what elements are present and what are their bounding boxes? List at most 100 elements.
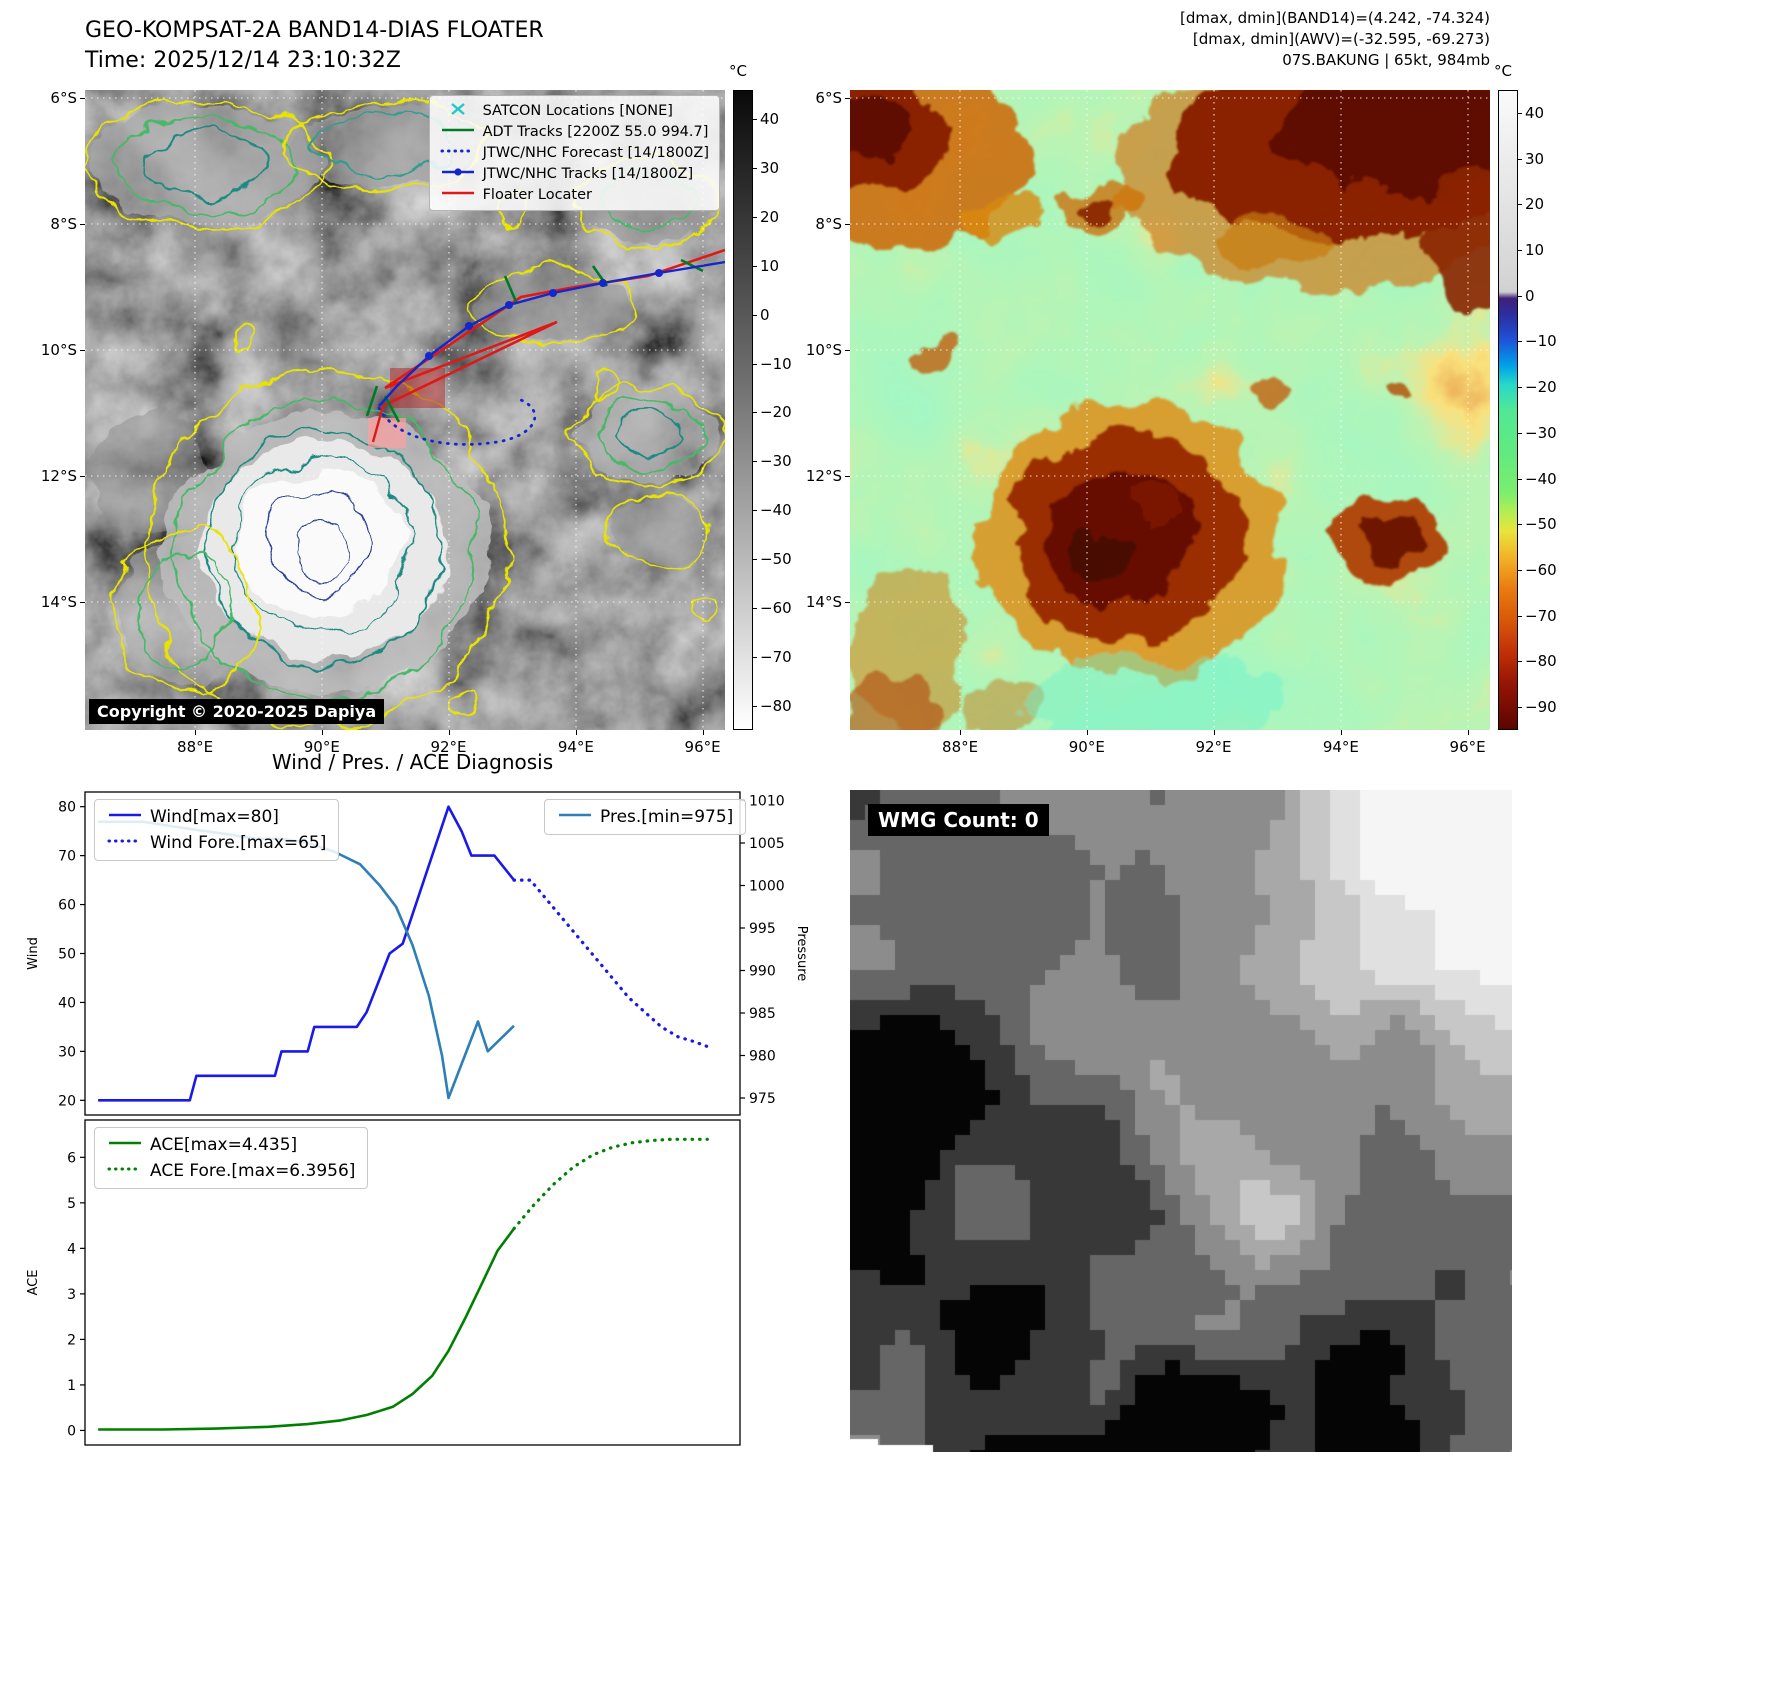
y-tick-mark [845, 602, 850, 603]
legend-row: Wind[max=80] [107, 807, 326, 827]
y-tick-label: 6 [67, 1150, 76, 1166]
colorbar-tick-label: 30 [760, 159, 780, 178]
x-tick-mark [1340, 730, 1342, 735]
y-tick-label: 3 [67, 1287, 76, 1303]
x-tick-mark [1086, 730, 1088, 735]
y-tick-mark [845, 223, 850, 225]
cyan-x-icon [440, 102, 476, 120]
colorbar-tick-mark [1518, 570, 1522, 571]
x-tick-label: 90°E [1068, 738, 1105, 756]
colorbar-tick-label: 0 [1525, 286, 1535, 305]
colorbar-tick-mark [1518, 707, 1522, 709]
y-tick-label: 14°S [40, 593, 77, 611]
series-forecast [512, 1137, 709, 1231]
solid-line-icon [557, 807, 593, 827]
x-tick-label: 92°E [430, 738, 467, 756]
y-tick-label: 8°S [50, 214, 77, 233]
legend-label: Floater Locater [482, 187, 593, 203]
x-tick-label: 88°E [177, 738, 214, 756]
legend-row: Wind Fore.[max=65] [107, 833, 326, 853]
colorbar-tick-label: −10 [1525, 332, 1557, 351]
colorbar-tick-mark [753, 314, 757, 316]
colorbar-tick-mark [753, 656, 757, 658]
colorbar-tick-label: 20 [1525, 195, 1545, 214]
y2-tick-label: 1010 [749, 794, 785, 810]
y-tick-label: 5 [67, 1196, 76, 1212]
blue-line-with-dot-icon [440, 165, 476, 183]
colorbar-tick-label: −10 [760, 354, 792, 373]
band14-colorbar [733, 90, 753, 730]
wmg-panel: WMG Count: 0 [850, 790, 1512, 1452]
colorbar-tick-label: 10 [760, 256, 780, 275]
x-tick-label: 90°E [303, 738, 340, 756]
legend-label: JTWC/NHC Tracks [14/1800Z] [482, 166, 694, 182]
colorbar-tick-mark [753, 119, 757, 121]
dmax-dmin-band14-label: [dmax, dmin](BAND14)=(4.242, -74.324) [1179, 9, 1490, 27]
x-tick-mark [575, 730, 577, 735]
x-tick-mark [702, 730, 704, 735]
y-tick-label: 60 [58, 898, 76, 914]
x-tick-label: 96°E [1449, 738, 1486, 756]
x-tick-label: 88°E [942, 738, 979, 756]
y-tick-mark [80, 223, 85, 225]
blue-dotted-icon [440, 144, 476, 162]
x-tick-label: 94°E [1322, 738, 1359, 756]
y-tick-label: 2 [67, 1332, 76, 1348]
x-tick-mark [448, 730, 450, 735]
colorbar-tick-mark [753, 510, 757, 512]
y2-tick-label: 990 [749, 964, 776, 980]
legend-label: ACE Fore.[max=6.3956] [150, 1161, 356, 1181]
colorbar-tick-mark [753, 168, 757, 170]
legend-label: ADT Tracks [2200Z 55.0 994.7] [482, 124, 709, 140]
colorbar-tick-mark [753, 461, 757, 463]
colorbar-tick-mark [1518, 341, 1522, 343]
legend-row: Floater Locater [440, 186, 709, 204]
colorbar-tick-mark [753, 559, 757, 560]
storm-tracks [365, 248, 725, 448]
legend-label: SATCON Locations [NONE] [482, 103, 673, 119]
solid-line-icon [107, 1135, 143, 1155]
colorbar-tick-mark [1518, 615, 1522, 617]
wmg-pixel-image [850, 790, 1512, 1452]
colorbar-tick-label: −40 [1525, 469, 1557, 488]
chart-legend: Wind[max=80] Wind Fore.[max=65] [94, 799, 340, 861]
y-tick-label: 70 [58, 849, 76, 865]
y-tick-label: 0 [67, 1423, 76, 1439]
x-tick-mark [1467, 730, 1469, 735]
colorbar-tick-label: 40 [1525, 103, 1545, 122]
colorbar-tick-label: 30 [1525, 149, 1545, 168]
y-tick-label: 12°S [40, 466, 77, 485]
y-tick-label: 12°S [805, 466, 842, 485]
y2-tick-label: 1005 [749, 836, 785, 852]
colorbar-tick-mark [753, 607, 757, 609]
chart-legend: ACE[max=4.435] ACE Fore.[max=6.3956] [94, 1127, 369, 1189]
y-axis-label: Wind [26, 937, 41, 970]
y-tick-mark [845, 97, 850, 99]
legend-label: Wind Fore.[max=65] [150, 833, 327, 853]
colorbar-tick-mark [1518, 387, 1522, 389]
y-tick-mark [80, 475, 85, 477]
y-tick-label: 6°S [815, 88, 842, 107]
y-tick-label: 50 [58, 947, 76, 963]
y-tick-mark [80, 97, 85, 99]
colorbar-tick-label: −30 [760, 452, 792, 471]
legend-row: JTWC/NHC Tracks [14/1800Z] [440, 165, 709, 183]
x-tick-label: 96°E [684, 738, 721, 756]
legend-row: ACE[max=4.435] [107, 1135, 355, 1155]
wmg-count-badge: WMG Count: 0 [868, 804, 1049, 836]
chart-legend: Pres.[min=975] [544, 799, 747, 835]
legend-row: ACE Fore.[max=6.3956] [107, 1161, 355, 1181]
y-tick-label: 8°S [815, 214, 842, 233]
colorbar-tick-label: −20 [760, 403, 792, 422]
colorbar-tick-mark [753, 705, 757, 707]
satellite-time-label: Time: 2025/12/14 23:10:32Z [85, 48, 401, 73]
colorbar-tick-label: −80 [1525, 652, 1557, 671]
y-tick-label: 80 [58, 800, 76, 816]
y-tick-label: 30 [58, 1044, 76, 1060]
y-tick-label: 4 [67, 1241, 76, 1257]
colorbar-tick-mark [1518, 204, 1522, 206]
colorbar-tick-label: −60 [1525, 561, 1557, 579]
colorbar-tick-mark [1518, 478, 1522, 480]
y-axis-label: ACE [26, 1270, 41, 1296]
